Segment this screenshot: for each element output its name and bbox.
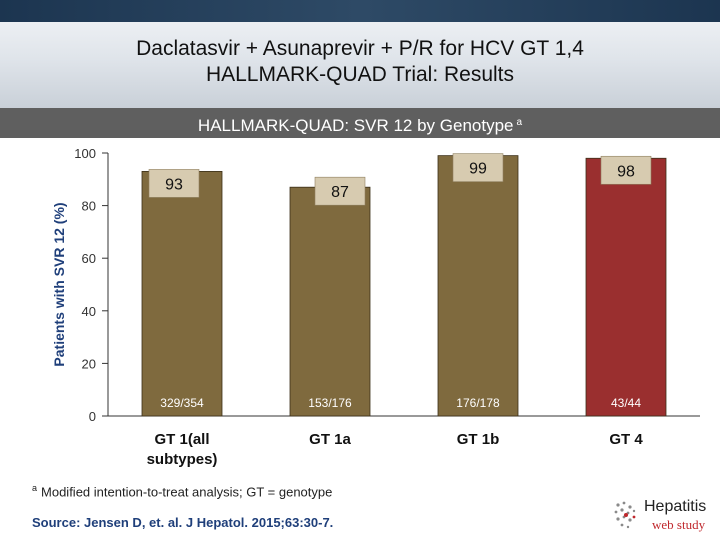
value-label: 93 xyxy=(165,176,183,193)
x-category-label: subtypes) xyxy=(147,451,218,468)
x-category-label: GT 1(all xyxy=(154,431,209,448)
value-label-box xyxy=(452,153,504,182)
count-label: 43/44 xyxy=(611,396,641,410)
value-label: 98 xyxy=(617,163,635,180)
footnote: a Modified intention-to-treat analysis; G… xyxy=(32,483,332,499)
value-label-box xyxy=(314,176,366,206)
y-tick-label: 0 xyxy=(89,409,96,424)
y-tick-label: 60 xyxy=(82,251,96,266)
source-citation: Source: Jensen D, et. al. J Hepatol. 201… xyxy=(32,515,334,530)
x-category-label: GT 4 xyxy=(609,431,643,448)
slide-title: Daclatasvir + Asunaprevir + P/R for HCV … xyxy=(0,36,720,88)
count-label: 176/178 xyxy=(456,396,500,410)
title-line-1: Daclatasvir + Asunaprevir + P/R for HCV … xyxy=(136,37,584,60)
bar-1 xyxy=(141,171,223,417)
value-label-box xyxy=(148,169,200,198)
bar-4 xyxy=(585,157,667,417)
subtitle-marker: a xyxy=(516,117,523,128)
bar-3 xyxy=(437,155,519,417)
y-axis-label: Patients with SVR 12 (%) xyxy=(51,202,67,366)
header-band xyxy=(0,0,720,22)
subtitle-text: HALLMARK-QUAD: SVR 12 by Genotype xyxy=(197,116,514,135)
y-tick-label: 40 xyxy=(82,304,96,319)
footnote-text: Modified intention-to-treat analysis; GT… xyxy=(41,484,333,500)
slide-header: Daclatasvir + Asunaprevir + P/R for HCV … xyxy=(0,0,720,108)
count-label: 153/176 xyxy=(308,396,352,410)
x-category-label: GT 1b xyxy=(457,431,500,448)
y-tick-label: 100 xyxy=(74,146,96,161)
bar-2 xyxy=(289,186,371,417)
count-label: 329/354 xyxy=(160,396,204,410)
value-label: 99 xyxy=(469,161,487,178)
logo-title: Hepatitis xyxy=(644,498,707,515)
x-category-label: GT 1a xyxy=(309,431,351,448)
footnote-marker: a xyxy=(32,483,38,493)
value-label: 87 xyxy=(331,184,349,201)
logo-subtitle: web study xyxy=(652,517,706,532)
title-line-2: HALLMARK-QUAD Trial: Results xyxy=(205,63,515,86)
hepatitis-logo: Hepatitis web study xyxy=(612,497,716,537)
subtitle-bar: HALLMARK-QUAD: SVR 12 by Genotype a xyxy=(0,108,720,138)
svr-bar-chart: Patients with SVR 12 (%) 0 20 40 60 80 100 93 32… xyxy=(51,146,700,468)
y-tick-label: 20 xyxy=(82,356,96,371)
value-label-box xyxy=(600,155,652,185)
y-tick-label: 80 xyxy=(82,199,96,214)
hepatitis-logo-icon xyxy=(614,501,636,529)
